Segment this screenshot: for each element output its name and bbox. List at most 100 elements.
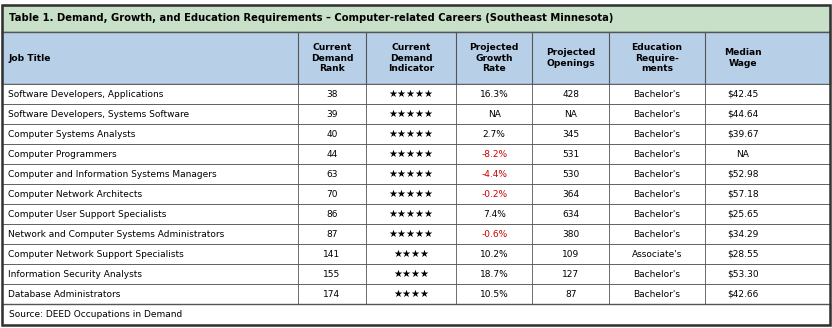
Text: ★★★★★: ★★★★★ (389, 189, 433, 199)
Text: 2.7%: 2.7% (483, 130, 506, 139)
Text: Database Administrators: Database Administrators (8, 290, 121, 299)
Text: -0.6%: -0.6% (481, 230, 508, 239)
Text: NA: NA (736, 150, 750, 159)
Text: $53.30: $53.30 (727, 270, 759, 279)
Bar (2, 5, 830, 32)
Text: 127: 127 (562, 270, 579, 279)
Bar (2, 184, 830, 204)
Text: $25.65: $25.65 (727, 210, 759, 219)
Text: Computer User Support Specialists: Computer User Support Specialists (8, 210, 166, 219)
Text: Software Developers, Applications: Software Developers, Applications (8, 90, 164, 99)
Text: 530: 530 (562, 170, 579, 179)
Text: Computer Network Architects: Computer Network Architects (8, 190, 142, 199)
Bar (2, 304, 830, 325)
Text: Current
Demand
Rank: Current Demand Rank (310, 43, 354, 73)
Bar (2, 224, 830, 244)
Text: Bachelor's: Bachelor's (633, 110, 681, 119)
Text: NA: NA (564, 110, 577, 119)
Text: Current
Demand
Indicator: Current Demand Indicator (388, 43, 434, 73)
Text: Source: DEED Occupations in Demand: Source: DEED Occupations in Demand (9, 310, 182, 319)
Text: 16.3%: 16.3% (480, 90, 508, 99)
Text: 141: 141 (324, 250, 340, 259)
Text: 39: 39 (326, 110, 338, 119)
Text: 10.2%: 10.2% (480, 250, 508, 259)
Text: 63: 63 (326, 170, 338, 179)
Text: $44.64: $44.64 (727, 110, 759, 119)
Bar (2, 104, 830, 124)
Bar (2, 144, 830, 164)
Text: $52.98: $52.98 (727, 170, 759, 179)
Text: Bachelor's: Bachelor's (633, 130, 681, 139)
Text: ★★★★★: ★★★★★ (389, 89, 433, 99)
Text: Bachelor's: Bachelor's (633, 190, 681, 199)
Bar (2, 32, 830, 84)
Text: Projected
Openings: Projected Openings (546, 48, 596, 68)
Text: 364: 364 (562, 190, 579, 199)
Text: Bachelor's: Bachelor's (633, 150, 681, 159)
Text: Median
Wage: Median Wage (724, 48, 762, 68)
Text: ★★★★: ★★★★ (393, 249, 429, 259)
Text: ★★★★★: ★★★★★ (389, 109, 433, 119)
Text: Bachelor's: Bachelor's (633, 230, 681, 239)
Text: 86: 86 (326, 210, 338, 219)
Text: -8.2%: -8.2% (481, 150, 508, 159)
Text: 174: 174 (324, 290, 340, 299)
Text: ★★★★★: ★★★★★ (389, 149, 433, 159)
Text: 70: 70 (326, 190, 338, 199)
Text: Table 1. Demand, Growth, and Education Requirements – Computer-related Careers (: Table 1. Demand, Growth, and Education R… (9, 13, 613, 23)
Text: 7.4%: 7.4% (483, 210, 506, 219)
Text: Computer Systems Analysts: Computer Systems Analysts (8, 130, 136, 139)
Text: -4.4%: -4.4% (481, 170, 508, 179)
Bar (2, 164, 830, 184)
Text: 345: 345 (562, 130, 579, 139)
Text: Bachelor's: Bachelor's (633, 210, 681, 219)
Text: $39.67: $39.67 (727, 130, 759, 139)
Text: 87: 87 (326, 230, 338, 239)
Text: Computer Programmers: Computer Programmers (8, 150, 117, 159)
Text: Network and Computer Systems Administrators: Network and Computer Systems Administrat… (8, 230, 225, 239)
Text: ★★★★: ★★★★ (393, 269, 429, 279)
Text: $28.55: $28.55 (727, 250, 759, 259)
Bar (2, 84, 830, 104)
Text: Projected
Growth
Rate: Projected Growth Rate (469, 43, 519, 73)
Text: $34.29: $34.29 (727, 230, 759, 239)
Text: 18.7%: 18.7% (480, 270, 508, 279)
Text: 10.5%: 10.5% (480, 290, 508, 299)
Bar (2, 284, 830, 304)
Text: 155: 155 (324, 270, 340, 279)
Text: Computer and Information Systems Managers: Computer and Information Systems Manager… (8, 170, 217, 179)
Bar (2, 124, 830, 144)
Bar (2, 244, 830, 264)
Text: -0.2%: -0.2% (481, 190, 508, 199)
Text: ★★★★★: ★★★★★ (389, 129, 433, 139)
Text: ★★★★★: ★★★★★ (389, 169, 433, 179)
Text: $57.18: $57.18 (727, 190, 759, 199)
Text: Bachelor's: Bachelor's (633, 270, 681, 279)
Text: ★★★★: ★★★★ (393, 289, 429, 299)
Text: Software Developers, Systems Software: Software Developers, Systems Software (8, 110, 190, 119)
Text: NA: NA (488, 110, 501, 119)
Bar (2, 264, 830, 284)
Text: Bachelor's: Bachelor's (633, 290, 681, 299)
Text: 428: 428 (562, 90, 579, 99)
Text: Job Title: Job Title (8, 53, 51, 63)
Text: 380: 380 (562, 230, 579, 239)
Text: 38: 38 (326, 90, 338, 99)
Text: 44: 44 (326, 150, 338, 159)
Text: ★★★★★: ★★★★★ (389, 209, 433, 219)
Text: $42.45: $42.45 (727, 90, 759, 99)
Text: Associate's: Associate's (631, 250, 682, 259)
Text: 634: 634 (562, 210, 579, 219)
Text: Information Security Analysts: Information Security Analysts (8, 270, 142, 279)
Text: Bachelor's: Bachelor's (633, 90, 681, 99)
Text: Computer Network Support Specialists: Computer Network Support Specialists (8, 250, 184, 259)
Text: Bachelor's: Bachelor's (633, 170, 681, 179)
Text: 531: 531 (562, 150, 579, 159)
Text: 40: 40 (326, 130, 338, 139)
Text: Education
Require-
ments: Education Require- ments (631, 43, 682, 73)
Text: ★★★★★: ★★★★★ (389, 229, 433, 239)
Text: $42.66: $42.66 (727, 290, 759, 299)
Text: 109: 109 (562, 250, 579, 259)
Text: 87: 87 (565, 290, 577, 299)
Bar (2, 204, 830, 224)
